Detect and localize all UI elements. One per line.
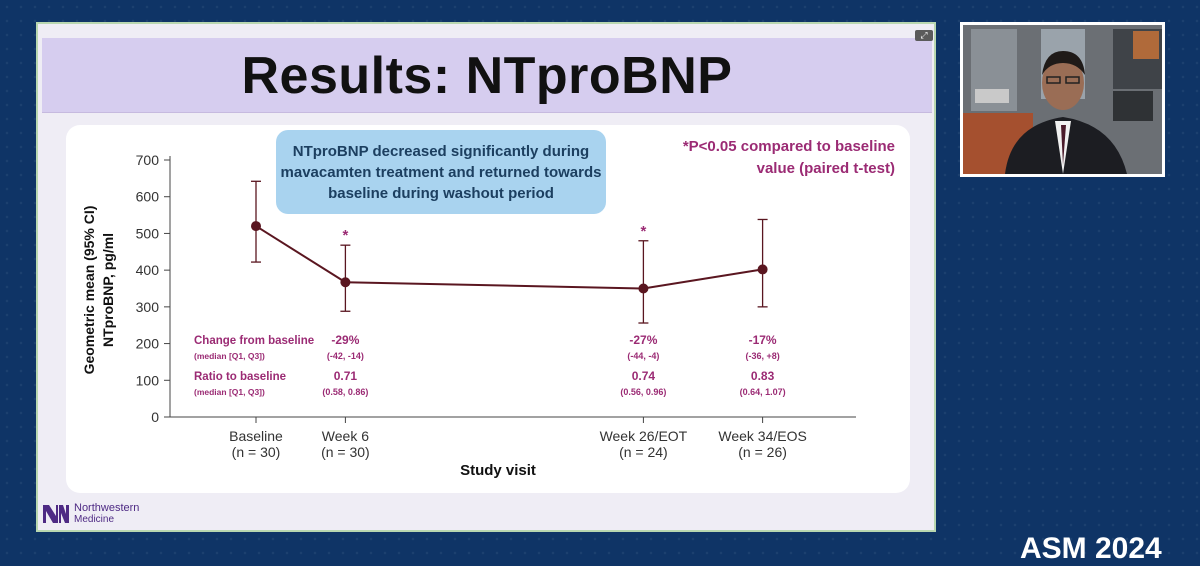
annotation-range: (0.56, 0.96) <box>620 387 666 397</box>
northwestern-medicine-logo: Northwestern Medicine <box>42 501 192 527</box>
nm-logo-icon <box>43 505 69 523</box>
y-tick-label: 0 <box>151 409 159 425</box>
expand-icon[interactable]: ⤢ <box>915 30 933 41</box>
y-tick-label: 200 <box>136 336 160 352</box>
logo-text-line2: Medicine <box>74 514 115 525</box>
x-tick-n-label: (n = 26) <box>738 444 787 460</box>
y-tick-label: 100 <box>136 372 160 388</box>
x-tick-label: Week 34/EOS <box>718 428 806 444</box>
presenter-webcam <box>960 22 1165 177</box>
y-tick-label: 400 <box>136 262 160 278</box>
ntprobnp-chart: Geometric mean (95% CI) NTproBNP, pg/ml … <box>81 152 856 479</box>
y-tick-label: 700 <box>136 152 160 168</box>
annotation-value: 0.83 <box>751 369 775 383</box>
annotation-value: 0.74 <box>632 369 656 383</box>
summary-callout: NTproBNP decreased significantly during … <box>276 130 606 214</box>
x-tick-n-label: (n = 30) <box>321 444 370 460</box>
data-point <box>638 283 649 294</box>
annotation-row-sublabel: (median [Q1, Q3]) <box>194 351 265 361</box>
y-axis-label-line2: NTproBNP, pg/ml <box>100 233 116 347</box>
slide-title: Results: NTproBNP <box>241 47 733 105</box>
y-tick-label: 300 <box>136 299 160 315</box>
logo-text-line1: Northwestern <box>74 502 140 514</box>
x-axis-label: Study visit <box>460 462 536 479</box>
data-point <box>340 277 351 288</box>
title-band: Results: NTproBNP <box>42 38 932 113</box>
x-tick-n-label: (n = 24) <box>619 444 668 460</box>
significance-marker: * <box>342 227 348 244</box>
significance-note: *P<0.05 compared to baseline value (pair… <box>682 138 895 177</box>
x-tick-n-label: (n = 30) <box>232 444 281 460</box>
y-tick-label: 500 <box>136 225 160 241</box>
data-point <box>251 221 261 232</box>
x-tick-label: Baseline <box>229 428 283 444</box>
y-axis-label-line1: Geometric mean (95% CI) <box>81 206 97 375</box>
data-point <box>757 264 768 275</box>
annotation-row-label: Change from baseline <box>194 335 314 347</box>
annotation-value: -17% <box>749 333 777 347</box>
significance-marker: * <box>640 223 646 240</box>
annotation-row-sublabel: (median [Q1, Q3]) <box>194 387 265 397</box>
logo-text: Northwestern Medicine <box>74 502 140 526</box>
series-layer: * * <box>251 180 768 324</box>
annotation-range: (0.64, 1.07) <box>740 387 786 397</box>
chart-panel: Geometric mean (95% CI) NTproBNP, pg/ml … <box>66 125 910 493</box>
annotation-range: (-44, -4) <box>627 351 659 361</box>
presenter-video-icon <box>963 25 1162 174</box>
y-tick-label: 600 <box>136 189 160 205</box>
annotation-range: (-42, -14) <box>327 351 364 361</box>
annotation-range: (0.58, 0.86) <box>322 387 368 397</box>
annotation-value: -29% <box>331 333 359 347</box>
presentation-slide: Results: NTproBNP ⤢ Geometric mean (95% … <box>36 22 936 532</box>
annotation-rows: Change from baseline (median [Q1, Q3]) -29… <box>194 333 786 397</box>
y-axis-title: Geometric mean (95% CI) NTproBNP, pg/ml <box>81 206 116 375</box>
conference-logo: ASM 2024 <box>1020 532 1162 565</box>
annotation-row-label: Ratio to baseline <box>194 371 286 383</box>
annotation-value: 0.71 <box>334 369 358 383</box>
annotation-range: (-36, +8) <box>745 351 779 361</box>
annotation-value: -27% <box>629 333 657 347</box>
x-tick-label: Week 26/EOT <box>600 428 688 444</box>
x-tick-label: Week 6 <box>322 428 369 444</box>
series-line <box>255 225 763 290</box>
